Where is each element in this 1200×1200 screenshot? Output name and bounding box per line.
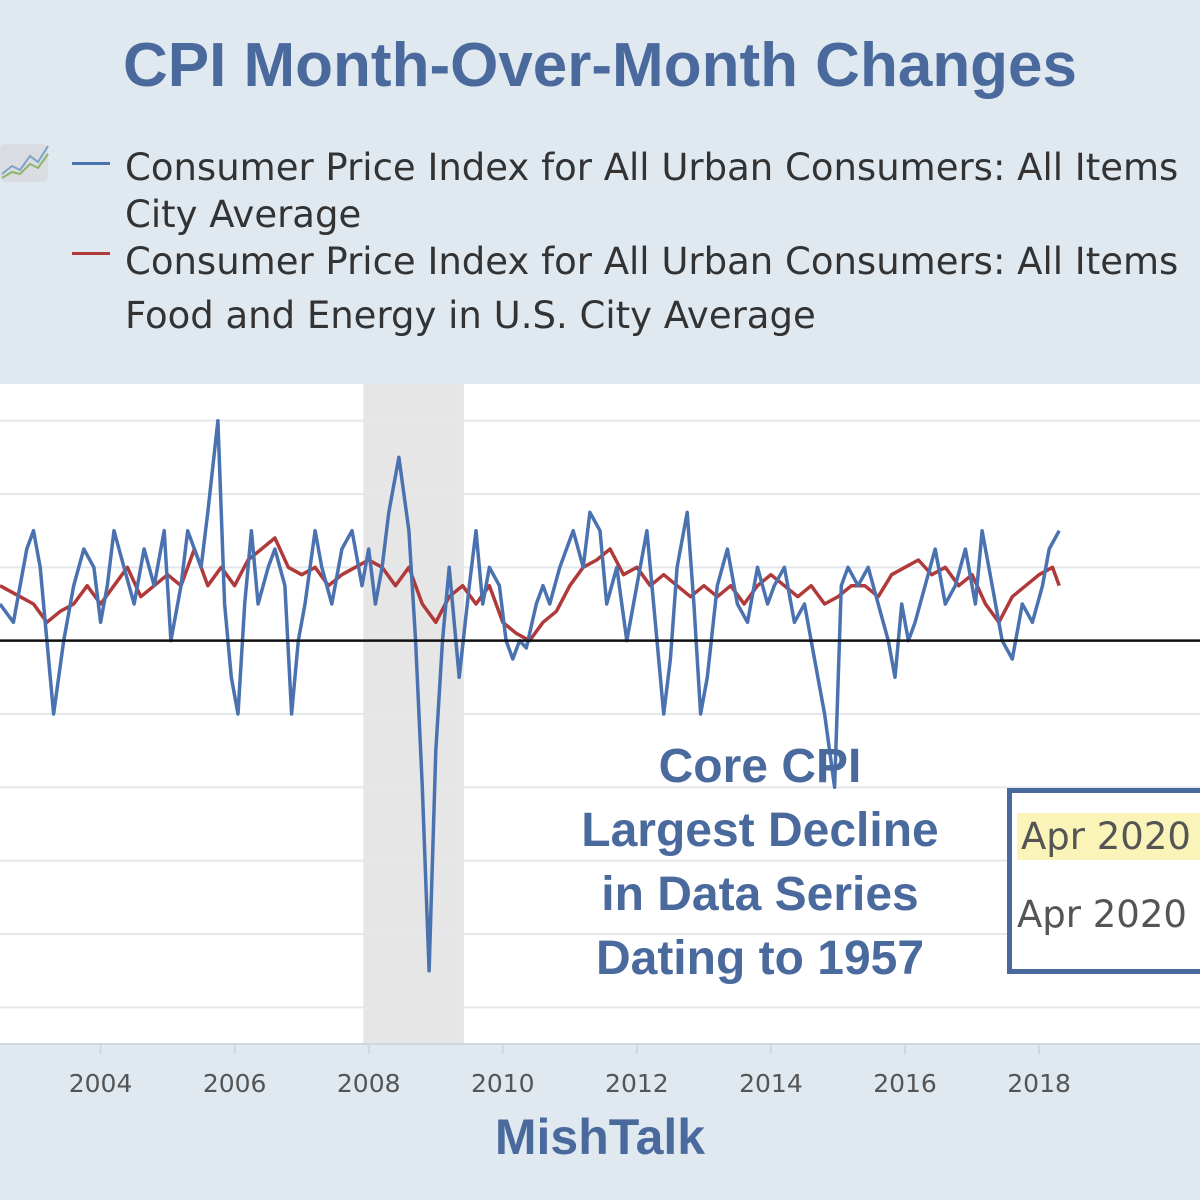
annotation-line: Core CPI	[658, 740, 862, 793]
legend-swatch-series-1	[72, 162, 110, 165]
annotation-line: Largest Decline	[581, 804, 939, 857]
legend-line: Consumer Price Index for All Urban Consu…	[125, 240, 1179, 283]
chart-title: CPI Month-Over-Month Changes	[122, 31, 1078, 100]
hover-tooltip: Apr 2020 - Apr 2020 -	[1007, 788, 1200, 974]
legend-label-series-1[interactable]: Consumer Price Index for All Urban Consu…	[125, 142, 1178, 241]
x-tick-label: 2010	[471, 1069, 535, 1098]
tooltip-row: Apr 2020 -	[1017, 893, 1200, 936]
x-tick-label: 2014	[739, 1069, 803, 1098]
annotation-line: Dating to 1957	[595, 932, 925, 985]
x-tick-label: 2006	[203, 1069, 267, 1098]
annotation-line: in Data Series	[601, 868, 919, 921]
x-tick-label: 2012	[605, 1069, 669, 1098]
x-tick-label: 2004	[69, 1069, 133, 1098]
x-tick-label: 2016	[873, 1069, 937, 1098]
chart-annotation: Core CPI Largest Decline in Data Series …	[530, 735, 990, 991]
tooltip-row-highlighted: Apr 2020 -	[1017, 813, 1200, 860]
legend-line: City Average	[125, 193, 362, 236]
source-label: MishTalk	[494, 1109, 706, 1165]
legend-swatch-series-2	[72, 252, 110, 255]
x-tick-label: 2008	[337, 1069, 401, 1098]
legend-label-series-2[interactable]: Consumer Price Index for All Urban Consu…	[125, 236, 1178, 342]
x-tick-label: 2018	[1007, 1069, 1071, 1098]
legend-line: Consumer Price Index for All Urban Consu…	[125, 146, 1179, 189]
series-line-1[interactable]	[0, 418, 1061, 973]
legend-line: Food and Energy in U.S. City Average	[125, 294, 816, 337]
line-chart-icon	[0, 144, 49, 182]
